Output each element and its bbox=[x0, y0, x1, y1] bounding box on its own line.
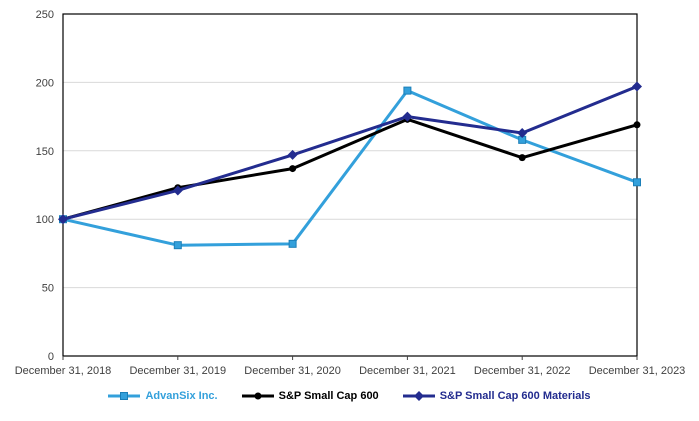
legend-marker-diamond-icon bbox=[402, 391, 435, 401]
data-point-sp-small-cap-600-materials-4 bbox=[517, 128, 528, 139]
legend-marker-circle-icon bbox=[241, 392, 274, 400]
data-point-advansix-inc-1 bbox=[173, 241, 182, 250]
data-point-sp-small-cap-600-2 bbox=[289, 165, 297, 173]
data-point-advansix-inc-3 bbox=[403, 86, 412, 95]
data-point-advansix-inc-5 bbox=[633, 178, 641, 187]
legend-label-sp-small-cap-600: S&P Small Cap 600 bbox=[278, 390, 379, 402]
y-axis-label-150: 150 bbox=[36, 146, 54, 158]
data-point-sp-small-cap-600-5 bbox=[633, 121, 641, 129]
legend-item-advansix-inc: AdvanSix Inc. bbox=[108, 390, 218, 402]
series-line-sp-small-cap-600-materials bbox=[62, 85, 638, 221]
data-point-sp-small-cap-600-4 bbox=[518, 154, 526, 162]
series-advansix-inc bbox=[59, 86, 641, 250]
legend-key-marker bbox=[120, 392, 129, 400]
x-axis-label: December 31, 2022 bbox=[474, 365, 571, 377]
x-axis-label: December 31, 2021 bbox=[359, 365, 456, 377]
plot-border bbox=[62, 13, 638, 357]
x-axis-label: December 31, 2018 bbox=[15, 365, 112, 377]
series-line-sp-small-cap-600 bbox=[62, 117, 638, 221]
data-point-sp-small-cap-600-materials-2 bbox=[287, 149, 298, 160]
legend-item-sp-small-cap-600-materials: S&P Small Cap 600 Materials bbox=[402, 390, 591, 402]
y-axis-label-200: 200 bbox=[36, 77, 54, 89]
x-axis-label: December 31, 2019 bbox=[129, 365, 226, 377]
legend-marker-square-icon bbox=[108, 392, 141, 400]
y-axis-label-250: 250 bbox=[36, 9, 54, 21]
chart-legend: AdvanSix Inc. S&P Small Cap 600 S&P Small … bbox=[0, 390, 699, 402]
legend-item-sp-small-cap-600: S&P Small Cap 600 bbox=[241, 390, 379, 402]
y-axis-label-50: 50 bbox=[42, 283, 54, 295]
data-point-advansix-inc-2 bbox=[288, 239, 297, 248]
data-point-sp-small-cap-600-materials-3 bbox=[402, 111, 413, 122]
series-line-advansix-inc bbox=[62, 89, 638, 247]
legend-label-advansix-inc: AdvanSix Inc. bbox=[145, 390, 218, 402]
series-sp-small-cap-600-materials bbox=[58, 81, 642, 225]
x-axis-label: December 31, 2020 bbox=[244, 365, 341, 377]
y-axis-label-0: 0 bbox=[48, 351, 54, 363]
data-point-sp-small-cap-600-materials-0 bbox=[58, 214, 68, 225]
y-axis-label-100: 100 bbox=[36, 214, 54, 226]
legend-key-marker bbox=[413, 391, 424, 401]
x-axis-label: December 31, 2023 bbox=[589, 365, 686, 377]
data-point-sp-small-cap-600-materials-5 bbox=[632, 81, 642, 92]
legend-label-sp-small-cap-600-materials: S&P Small Cap 600 Materials bbox=[439, 390, 591, 402]
legend-key-marker bbox=[254, 392, 262, 400]
data-point-sp-small-cap-600-materials-1 bbox=[172, 185, 183, 196]
